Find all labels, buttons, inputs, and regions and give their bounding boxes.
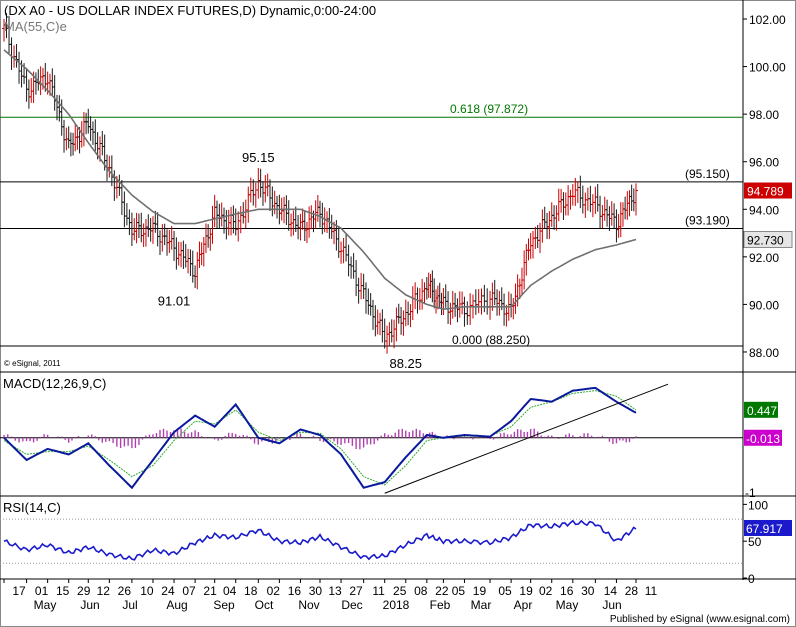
x-day-label: 01 (35, 584, 49, 598)
x-day-label: 11 (372, 584, 385, 598)
macd-trendline (384, 383, 669, 494)
macd-title: MACD(12,26,9,C) (3, 376, 106, 391)
x-day-label: 22 (435, 584, 449, 598)
x-day-label: 18 (244, 584, 258, 598)
price-title: (DX A0 - US DOLLAR INDEX FUTURES,D) Dyna… (4, 3, 376, 18)
x-month-label: Mar (471, 598, 492, 612)
x-month-label: May (34, 598, 57, 612)
macd-tick-label: -1 (745, 486, 756, 500)
x-month-label: Dec (341, 598, 362, 612)
price-pane: 102.00 100.00 98.00 96.00 94.00 92.00 90.00 88.… (0, 13, 793, 371)
x-day-label: 19 (519, 584, 533, 598)
x-day-label: 19 (473, 584, 487, 598)
x-day-label: 30 (581, 584, 595, 598)
x-day-label: 02 (267, 584, 281, 598)
macd-value-badge (744, 401, 778, 418)
level-label: (93.190) (685, 214, 730, 228)
x-day-label: 13 (328, 584, 342, 598)
rsi-line (3, 519, 637, 561)
macd-signal-line (3, 390, 637, 486)
x-day-label: 11 (645, 584, 658, 598)
level-label: (95.150) (685, 167, 730, 181)
x-day-label: 10 (140, 584, 154, 598)
level-label: 0.000 (88.250) (452, 333, 530, 347)
y-tick-label: 102.00 (749, 13, 786, 27)
x-axis: 17 01 15 29 12 26 10 24 07 21 04 18 02 16 30 13 27 11 25 08… (3, 579, 658, 612)
ma-value-badge (743, 230, 793, 248)
x-day-label: 26 (118, 584, 132, 598)
y-tick-label: 96.00 (749, 156, 779, 170)
x-day-label: 12 (97, 584, 111, 598)
x-day-label: 07 (182, 584, 196, 598)
rsi-pane: 100 50 0 67.917 (0, 498, 792, 586)
x-month-label: 2018 (383, 598, 410, 612)
rsi-title: RSI(14,C) (3, 500, 61, 515)
x-day-label: 21 (203, 584, 217, 598)
x-day-label: 16 (560, 584, 574, 598)
x-day-label: 02 (539, 584, 553, 598)
macd-line (3, 386, 637, 490)
y-tick-label: 98.00 (749, 108, 779, 122)
macd-pane: -1 0.447 -0.013 (0, 383, 782, 500)
x-month-label: Sep (213, 598, 235, 612)
y-tick-label: 92.00 (749, 251, 779, 265)
rsi-tick-label: 100 (748, 498, 768, 512)
x-day-label: 04 (223, 584, 237, 598)
last-price-label: 94.789 (747, 185, 784, 199)
ma-line (3, 49, 637, 311)
x-month-label: Oct (255, 598, 274, 612)
x-month-label: May (556, 598, 579, 612)
last-price-badge (744, 182, 792, 199)
level-label: 0.618 (97.872) (450, 102, 528, 116)
x-day-label: 05 (498, 584, 512, 598)
x-month-label: Aug (166, 598, 187, 612)
x-day-label: 16 (288, 584, 302, 598)
price-annotation: 91.01 (158, 293, 191, 308)
x-month-label: Feb (430, 598, 451, 612)
x-month-label: Jul (122, 598, 137, 612)
x-day-label: 25 (393, 584, 407, 598)
x-month-label: Jun (602, 598, 621, 612)
macd-value-label: 0.447 (747, 404, 777, 418)
x-day-label: 08 (414, 584, 428, 598)
x-day-label: 29 (77, 584, 91, 598)
x-month-label: Nov (298, 598, 319, 612)
rsi-tick-label: 0 (748, 572, 755, 586)
x-day-label: 15 (56, 584, 70, 598)
footer-credit: Published by eSignal (www.esignal.com) (610, 614, 790, 625)
y-tick-label: 90.00 (749, 298, 779, 312)
rsi-value-label: 67.917 (746, 522, 783, 536)
y-tick-label: 100.00 (749, 61, 786, 75)
rsi-value-badge (744, 519, 792, 536)
x-day-label: 28 (625, 584, 639, 598)
x-day-label: 14 (604, 584, 618, 598)
x-day-label: 17 (12, 584, 26, 598)
x-day-label: 24 (161, 584, 175, 598)
price-annotation: 88.25 (389, 356, 422, 371)
price-annotation: 95.15 (242, 150, 275, 165)
x-month-label: Jun (80, 598, 99, 612)
signal-value-label: -0.013 (746, 432, 780, 446)
signal-value-badge (744, 429, 782, 446)
x-day-label: 05 (452, 584, 466, 598)
x-month-label: Apr (514, 598, 533, 612)
y-tick-label: 88.00 (749, 346, 779, 360)
rsi-tick-label: 50 (748, 535, 762, 549)
copyright-note: © eSignal, 2011 (4, 359, 61, 368)
ma-value-label: 92.730 (747, 233, 784, 247)
ma-label: MA(55,C)e (4, 19, 67, 34)
x-day-label: 27 (349, 584, 363, 598)
x-day-label: 30 (309, 584, 323, 598)
y-tick-label: 94.00 (749, 203, 779, 217)
